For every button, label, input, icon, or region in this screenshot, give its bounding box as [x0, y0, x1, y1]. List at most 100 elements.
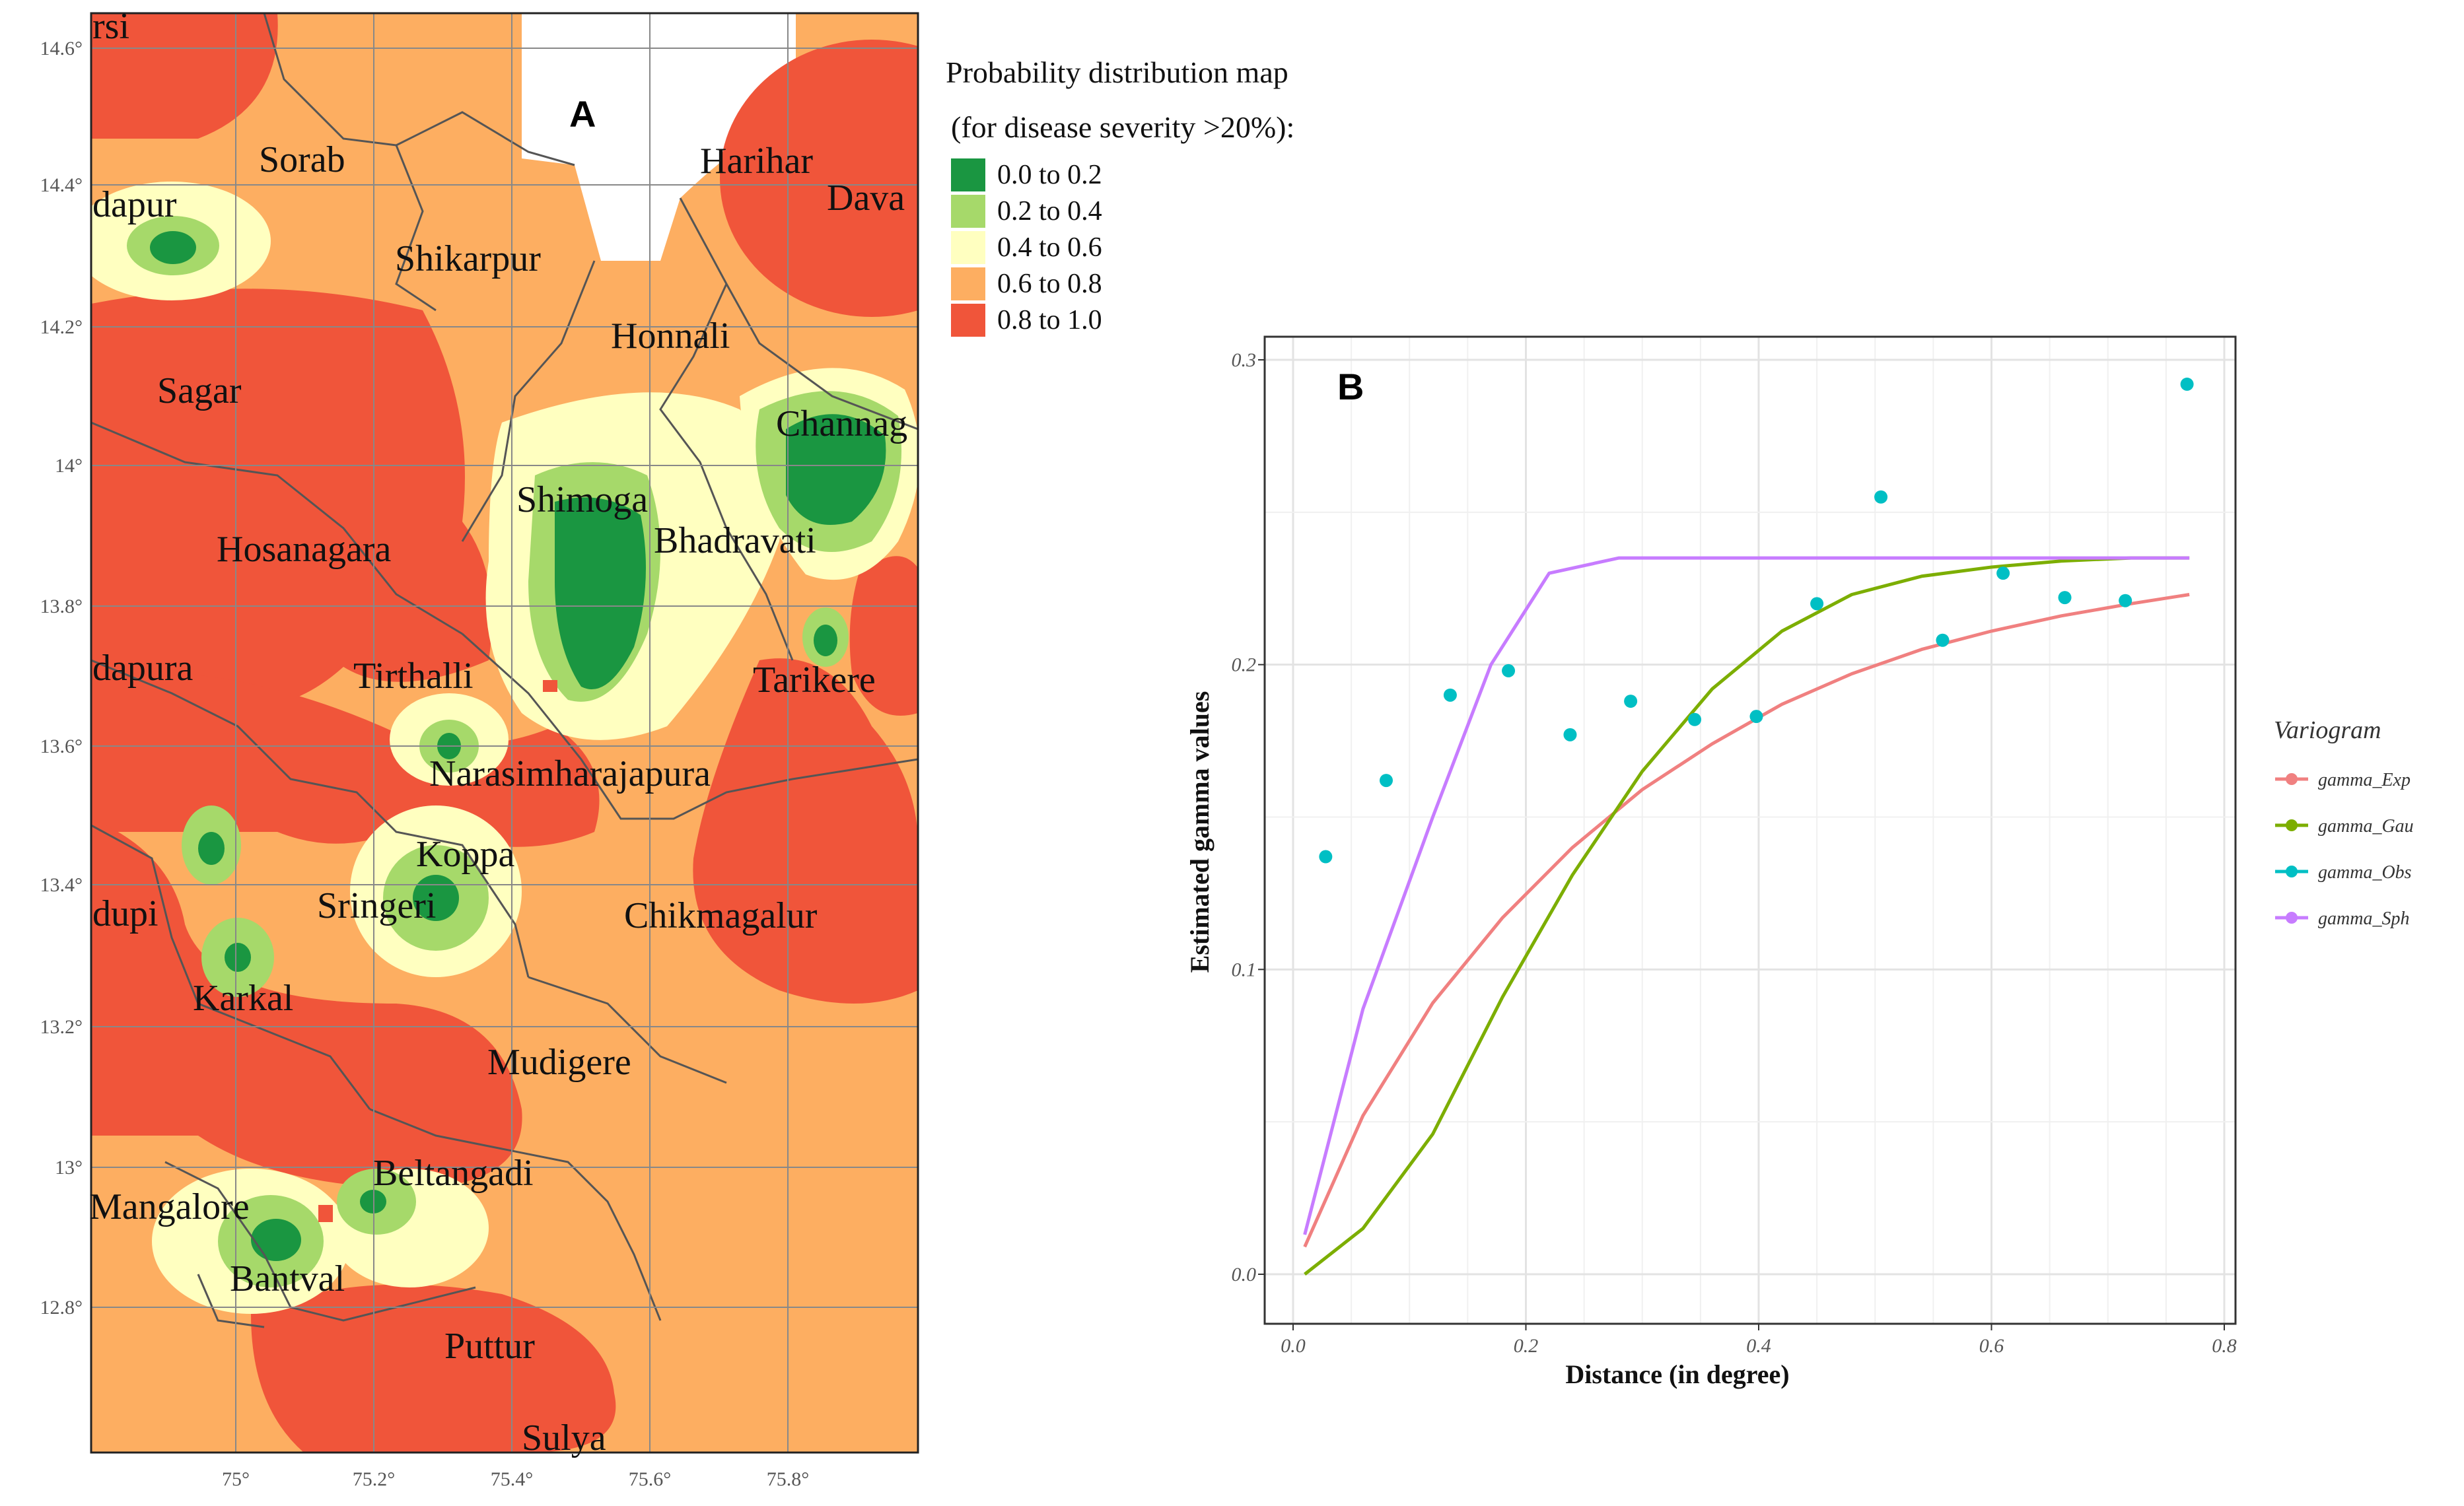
legend-key-point [2286, 912, 2298, 924]
gamma_Obs-point [1443, 688, 1457, 702]
map-y-tick: 12.8° [40, 1297, 83, 1318]
gamma_Obs-point [1749, 710, 1763, 724]
x-tick-label: 0.2 [1514, 1335, 1539, 1357]
variogram-series [1303, 377, 2194, 1276]
place-label: Bhadravati [654, 520, 816, 561]
y-axis-title: Estimated gamma values [1185, 691, 1214, 973]
map-x-tick: 75.6° [629, 1468, 672, 1490]
panel-label-a: A [569, 93, 596, 135]
legend-label: 0.6 to 0.8 [997, 269, 1102, 299]
variogram-legend-label: gamma_Obs [2318, 862, 2412, 883]
place-label: Bantval [230, 1258, 345, 1299]
place-label: Shikarpur [395, 238, 541, 279]
gamma_Sph-line [1303, 556, 2190, 1235]
map-x-tick: 75.4° [491, 1468, 534, 1490]
y-tick-label: 0.2 [1232, 654, 1257, 676]
place-label: Mudigere [487, 1042, 631, 1083]
legend-key-point [2286, 819, 2298, 831]
place-label: Tarikere [753, 660, 876, 701]
place-label: Hosanagara [217, 529, 391, 570]
map-y-tick: 13.4° [40, 874, 83, 896]
legend-label: 0.4 to 0.6 [997, 232, 1102, 263]
variogram-legend-label: gamma_Gau [2318, 816, 2414, 837]
gamma_Obs-point [1874, 490, 1888, 504]
x-tick-label: 0.4 [1746, 1335, 1771, 1357]
place-label: Beltangadi [373, 1153, 534, 1194]
x-axis-title: Distance (in degree) [1565, 1359, 1789, 1389]
map-y-tick: 14° [55, 455, 83, 477]
variogram-legend-label: gamma_Exp [2318, 770, 2411, 790]
map-x-tick: 75.8° [767, 1468, 810, 1490]
place-label: Koppa [416, 834, 514, 875]
map-y-tick: 14.6° [40, 38, 83, 59]
map-graticule [91, 13, 918, 1453]
variogram-grid [1265, 337, 2235, 1324]
gamma_Obs-point [1936, 633, 1950, 647]
map-y-ticks: 14.6° 14.4° 14.2° 14° 13.8° 13.6° 13.4° … [40, 38, 83, 1318]
legend-subtitle: (for disease severity >20%): [951, 110, 1294, 144]
place-label: Sringeri [317, 885, 436, 926]
legend-title: Probability distribution map [946, 55, 1288, 89]
legend-swatch [951, 158, 985, 191]
place-label: Puttur [444, 1326, 535, 1367]
legend-label: 0.2 to 0.4 [997, 196, 1102, 226]
y-tick-label: 0.1 [1232, 959, 1257, 980]
legend-swatch [951, 304, 985, 337]
place-label: Sulya [522, 1418, 606, 1458]
series-gamma_Gau [1304, 556, 2190, 1276]
place-label: dapura [92, 648, 194, 689]
variogram-legend: Variogram gamma_Exp gamma_Gau gamma_Obsgam… [2274, 716, 2414, 929]
legend-key-point [2286, 866, 2298, 877]
gamma_Exp-line [1303, 593, 2190, 1248]
legend-swatch [951, 231, 985, 264]
variogram-x-ticks: 0.0 0.2 0.4 0.6 0.8 [1281, 1324, 2237, 1357]
variogram-legend-title: Variogram [2274, 716, 2381, 744]
map-y-tick: 13.2° [40, 1016, 83, 1038]
variogram-panel: 0.0 0.2 0.4 0.6 0.8 0.0 0.1 0.2 0.3 Distance (i… [1185, 335, 2237, 1389]
map-x-tick: 75.2° [353, 1468, 396, 1490]
series-gamma_Exp [1303, 593, 2190, 1248]
legend-swatch [951, 195, 985, 228]
gamma_Obs-point [2119, 594, 2132, 607]
gamma_Obs-point [2180, 377, 2194, 391]
legend-label: 0.0 to 0.2 [997, 160, 1102, 190]
series-gamma_Sph [1303, 556, 2190, 1235]
place-label: dapur [92, 184, 177, 225]
legend-label: 0.8 to 1.0 [997, 305, 1102, 335]
gamma_Obs-point [1319, 850, 1333, 864]
place-label: Dava [827, 178, 905, 219]
place-label: rsi [92, 6, 129, 47]
gamma_Obs-point [1563, 728, 1577, 741]
series-gamma_Obs [1319, 377, 2194, 864]
gamma_Obs-point [1502, 664, 1516, 677]
place-label: Karkal [193, 978, 293, 1019]
place-label: Sagar [157, 370, 242, 411]
gamma_Gau-line [1304, 556, 2190, 1276]
probability-surface [91, 13, 918, 1453]
legend-swatch [951, 267, 985, 300]
gamma_Obs-point [1624, 695, 1638, 708]
map-x-tick: 75° [222, 1468, 250, 1490]
place-label: Honnali [611, 316, 730, 357]
x-tick-label: 0.6 [1979, 1335, 2004, 1357]
variogram-border [1263, 335, 2237, 1325]
place-label: Sorab [259, 139, 345, 180]
x-tick-label: 0.8 [2212, 1335, 2237, 1357]
gamma_Obs-point [1810, 597, 1824, 611]
y-tick-label: 0.3 [1232, 349, 1257, 371]
place-label: Harihar [700, 141, 813, 182]
probability-legend: Probability distribution map (for diseas… [946, 55, 1294, 337]
map-y-tick: 13.6° [40, 736, 83, 757]
probability-map-panel: 75° 75.2° 75.4° 75.6° 75.8° 14.6° 14.4° … [40, 6, 919, 1490]
gamma_Obs-point [1380, 774, 1393, 788]
place-label: Narasimharajapura [429, 753, 711, 794]
map-y-tick: 13° [55, 1157, 83, 1179]
place-label: Shimoga [516, 479, 648, 520]
map-y-tick: 14.2° [40, 316, 83, 338]
panel-label-b: B [1337, 366, 1364, 407]
variogram-legend-label: gamma_Sph [2318, 908, 2409, 929]
y-tick-label: 0.0 [1232, 1264, 1257, 1285]
legend-key-point [2286, 773, 2298, 785]
place-label: Channag [776, 403, 907, 444]
